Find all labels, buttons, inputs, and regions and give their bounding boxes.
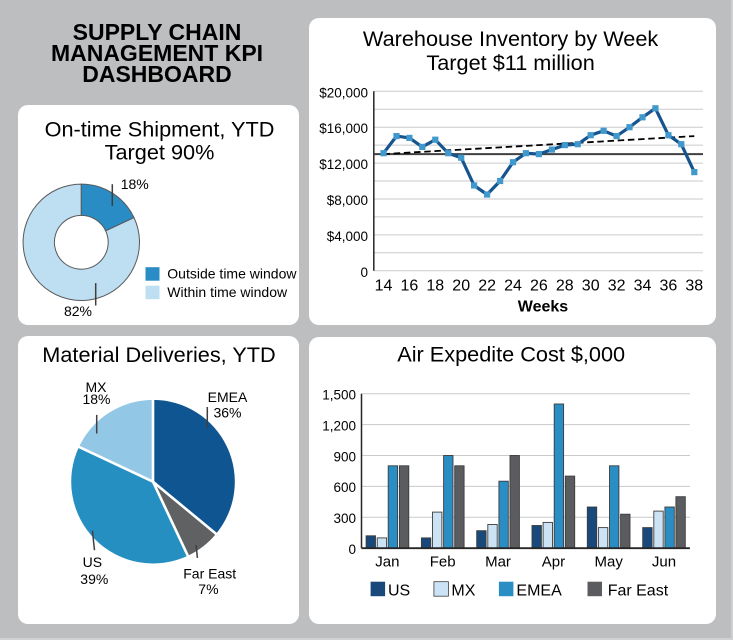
svg-text:Jan: Jan: [375, 554, 399, 571]
svg-text:Within time window: Within time window: [167, 284, 288, 300]
svg-text:MX: MX: [451, 582, 475, 599]
svg-text:14: 14: [375, 278, 393, 295]
svg-text:22: 22: [478, 278, 496, 295]
svg-text:Weeks: Weeks: [518, 299, 569, 316]
svg-text:0: 0: [348, 542, 356, 557]
svg-text:Target $11 million: Target $11 million: [426, 50, 594, 75]
svg-text:Air Expedite Cost $,000: Air Expedite Cost $,000: [397, 341, 625, 366]
svg-text:Material Deliveries, YTD: Material Deliveries, YTD: [42, 342, 275, 367]
svg-text:38: 38: [685, 278, 703, 295]
svg-text:$12,000: $12,000: [319, 157, 368, 172]
svg-text:36%: 36%: [213, 405, 241, 421]
svg-text:$4,000: $4,000: [327, 229, 368, 244]
svg-text:30: 30: [582, 278, 600, 295]
svg-text:Mar: Mar: [485, 554, 511, 571]
svg-text:Apr: Apr: [542, 554, 565, 571]
svg-text:16: 16: [401, 278, 419, 295]
svg-text:24: 24: [504, 278, 522, 295]
svg-text:36: 36: [660, 278, 678, 295]
svg-text:On-time Shipment, YTD: On-time Shipment, YTD: [45, 117, 275, 142]
svg-text:Feb: Feb: [430, 554, 456, 571]
svg-text:$16,000: $16,000: [319, 121, 368, 136]
svg-text:18%: 18%: [121, 176, 149, 192]
svg-text:900: 900: [333, 449, 356, 464]
svg-text:Far East: Far East: [183, 566, 236, 582]
svg-text:18: 18: [426, 278, 444, 295]
svg-text:300: 300: [333, 511, 356, 526]
svg-text:20: 20: [452, 278, 470, 295]
svg-text:US: US: [388, 582, 410, 599]
svg-text:May: May: [595, 554, 624, 571]
svg-text:1,500: 1,500: [322, 388, 356, 403]
svg-text:$8,000: $8,000: [327, 193, 368, 208]
svg-text:EMEA: EMEA: [208, 389, 248, 405]
svg-text:Jun: Jun: [652, 554, 676, 571]
svg-text:US: US: [83, 554, 102, 570]
svg-text:0: 0: [360, 265, 368, 280]
svg-text:$20,000: $20,000: [319, 85, 368, 100]
svg-text:39%: 39%: [80, 571, 108, 587]
svg-text:EMEA: EMEA: [516, 582, 562, 599]
svg-text:MX: MX: [86, 379, 108, 395]
svg-text:Warehouse Inventory by Week: Warehouse Inventory by Week: [363, 26, 658, 51]
svg-text:7%: 7%: [198, 581, 218, 597]
svg-text:1,200: 1,200: [322, 418, 356, 433]
svg-text:18%: 18%: [82, 391, 110, 407]
svg-text:28: 28: [556, 278, 574, 295]
svg-text:Outside time window: Outside time window: [167, 266, 297, 282]
svg-text:Far East: Far East: [608, 582, 669, 599]
svg-text:Target 90%: Target 90%: [105, 140, 215, 165]
svg-text:600: 600: [333, 480, 356, 495]
svg-text:32: 32: [608, 278, 626, 295]
svg-text:82%: 82%: [64, 303, 92, 319]
svg-text:34: 34: [634, 278, 652, 295]
svg-text:26: 26: [530, 278, 548, 295]
